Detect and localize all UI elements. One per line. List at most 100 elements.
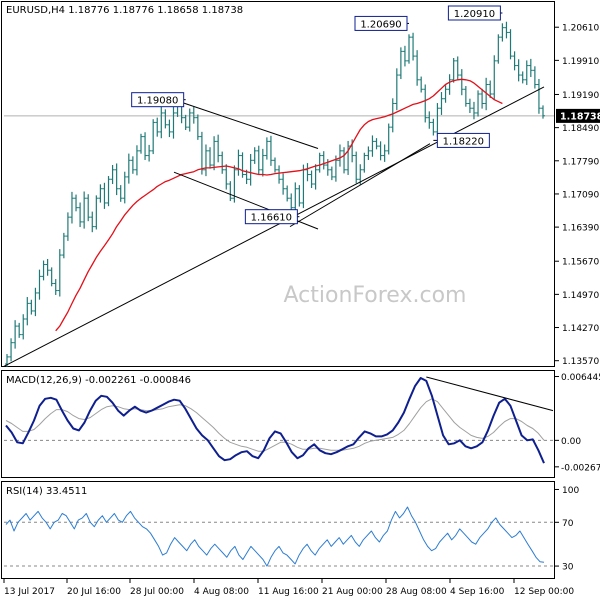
ohlc-bar <box>366 146 371 160</box>
ohlc-bar <box>147 144 152 162</box>
ohlc-bar <box>13 320 18 349</box>
ohlc-bar <box>346 140 351 175</box>
macd-signal-line <box>5 398 545 452</box>
ohlc-bar <box>337 144 342 167</box>
macd-axis-label: 0.006445 <box>561 373 600 383</box>
ohlc-bar <box>65 212 70 241</box>
ohlc-bar <box>256 145 261 175</box>
ohlc-bar <box>94 195 99 230</box>
ohlc-bar <box>536 78 541 114</box>
ohlc-bar <box>37 269 42 300</box>
ohlc-bar <box>439 92 444 115</box>
ohlc-bar <box>370 135 375 157</box>
ohlc-bar <box>78 202 83 228</box>
price-annotation: 1.20910 <box>447 5 503 21</box>
x-axis-label: 28 Aug 08:00 <box>386 587 447 597</box>
price-annotation-box <box>244 209 298 225</box>
macd-trendline <box>426 376 554 412</box>
rsi-line <box>5 506 545 567</box>
price-annotation: 1.18220 <box>433 132 490 148</box>
ohlc-bar <box>309 170 314 189</box>
ohlc-bar <box>74 194 79 212</box>
price-annotation-label: 1.20910 <box>454 9 495 20</box>
ohlc-bar <box>415 50 420 86</box>
ohlc-bar <box>463 86 468 107</box>
ohlc-bar <box>273 157 277 173</box>
ohlc-bar <box>305 163 310 182</box>
ohlc-bar <box>61 232 66 259</box>
ohlc-bar <box>45 258 50 276</box>
ohlc-bar <box>532 66 537 89</box>
price-annotation-label: 1.19080 <box>137 96 178 107</box>
ohlc-bar <box>504 21 509 39</box>
ohlc-bar <box>41 260 46 281</box>
macd-axis-label: -0.002675 <box>561 463 600 473</box>
price-axis-label: 1.18490 <box>562 124 599 134</box>
ohlc-bar <box>301 164 306 209</box>
price-axis-label: 1.17090 <box>562 190 599 200</box>
trendline <box>3 86 545 367</box>
ohlc-bar <box>90 211 95 233</box>
macd-panel-frame <box>1 370 555 478</box>
ohlc-bar <box>398 47 403 80</box>
x-axis-label: 13 Jul 2017 <box>4 587 55 597</box>
ohlc-bar <box>260 148 265 177</box>
ohlc-bar <box>459 69 464 96</box>
price-axis-label: 1.20610 <box>562 24 599 34</box>
ohlc-bar <box>382 144 387 162</box>
ohlc-bar <box>354 151 359 184</box>
ohlc-bar <box>208 147 213 169</box>
macd-axis-label: 0.00 <box>561 437 581 447</box>
rsi-title: RSI(14) 33.4511 <box>6 486 87 497</box>
ohlc-bar <box>321 151 326 170</box>
ohlc-bar <box>431 118 436 136</box>
price-axis-label: 1.15670 <box>562 258 599 268</box>
ohlc-bar <box>126 153 131 184</box>
ohlc-bar <box>17 322 22 338</box>
ohlc-bar <box>114 163 119 196</box>
ohlc-bar <box>220 151 225 174</box>
ohlc-bar <box>358 164 363 185</box>
ohlc-bar <box>191 107 196 124</box>
ohlc-bar <box>524 60 529 85</box>
ohlc-bar <box>122 171 127 204</box>
ohlc-bar <box>195 114 200 140</box>
ohlc-bar <box>394 68 399 111</box>
ohlc-bar <box>281 173 286 195</box>
ohlc-bar <box>25 297 30 326</box>
ohlc-bar <box>516 59 521 82</box>
ohlc-bar <box>317 152 322 173</box>
ohlc-bar <box>224 164 229 190</box>
ohlc-bar <box>9 338 14 362</box>
ohlc-bar <box>21 314 26 340</box>
ohlc-bar <box>203 144 208 177</box>
ohlc-bar <box>285 185 290 202</box>
ohlc-bar <box>378 141 383 161</box>
ohlc-bar <box>447 74 452 95</box>
ohlc-bar <box>29 299 34 315</box>
ohlc-bar <box>199 131 204 175</box>
ohlc-bar <box>155 117 160 137</box>
price-axis-label: 1.19910 <box>562 57 599 67</box>
price-axis-label: 1.13570 <box>562 357 599 367</box>
x-axis-label: 4 Aug 08:00 <box>194 587 249 597</box>
ohlc-bar <box>212 136 217 171</box>
price-annotation-box <box>131 92 185 108</box>
ohlc-bar <box>435 103 440 138</box>
ohlc-bar <box>106 176 111 207</box>
price-axis-label: 1.19190 <box>562 91 599 101</box>
ohlc-bar <box>33 287 38 317</box>
ohlc-bar <box>467 98 472 113</box>
ohlc-bar <box>496 34 501 64</box>
x-axis-label: 28 Jul 00:00 <box>130 587 184 597</box>
ohlc-bar <box>264 137 269 160</box>
ohlc-bar <box>277 165 282 184</box>
ohlc-bar <box>49 267 54 287</box>
ohlc-bar <box>187 108 192 132</box>
ohlc-bar <box>293 182 298 215</box>
ohlc-bar <box>228 181 233 202</box>
ohlc-bar <box>248 153 253 186</box>
ohlc-bar <box>53 279 58 295</box>
trendline <box>177 100 319 149</box>
